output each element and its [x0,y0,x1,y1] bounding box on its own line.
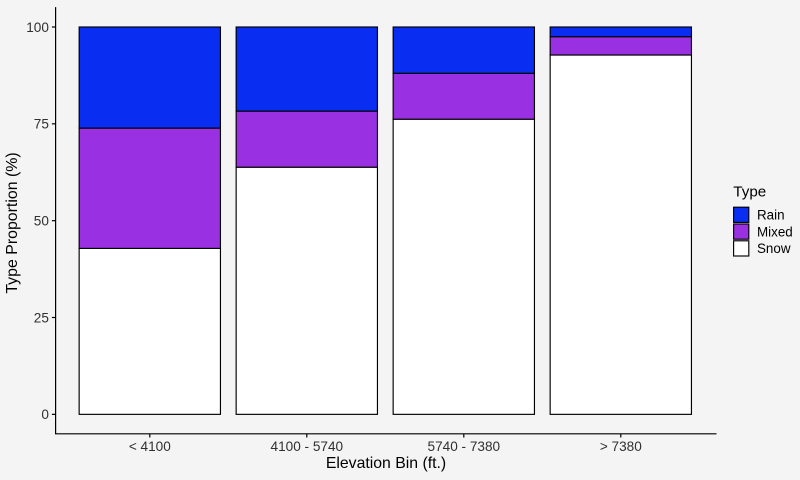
svg-text:Type: Type [733,183,766,200]
svg-text:Elevation Bin (ft.): Elevation Bin (ft.) [326,455,446,472]
svg-text:< 4100: < 4100 [129,439,171,454]
svg-text:Mixed: Mixed [757,224,793,239]
svg-text:4100 - 5740: 4100 - 5740 [271,439,344,454]
svg-text:Rain: Rain [757,208,785,223]
svg-text:50: 50 [34,213,50,228]
svg-text:Type Proportion (%): Type Proportion (%) [4,152,21,293]
svg-text:5740 - 7380: 5740 - 7380 [428,439,501,454]
svg-text:Snow: Snow [757,241,791,256]
svg-text:100: 100 [26,20,49,35]
svg-text:> 7380: > 7380 [600,439,642,454]
svg-text:0: 0 [41,407,49,422]
svg-text:75: 75 [34,117,49,132]
svg-text:25: 25 [34,310,49,325]
